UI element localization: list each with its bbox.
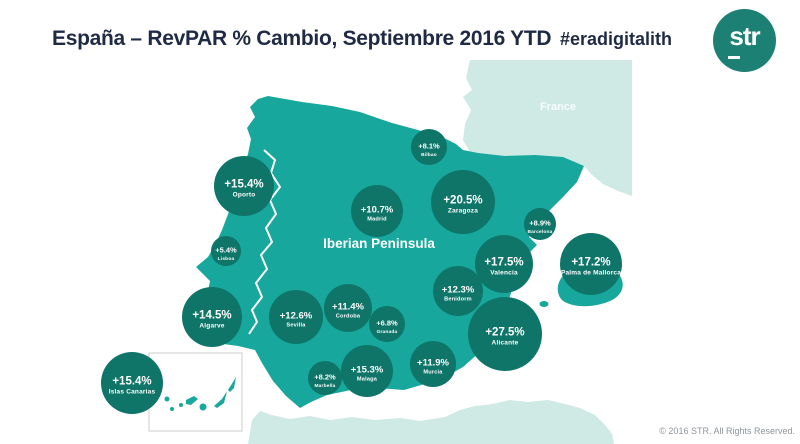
bubble-city: Algarve bbox=[199, 323, 224, 330]
bubble-city: Alicante bbox=[492, 340, 519, 347]
bubbles-layer: +15.4%Oporto+5.4%Lisboa+14.5%Algarve+15.… bbox=[101, 129, 622, 414]
bubble-circle bbox=[211, 236, 241, 266]
bubble-algarve: +14.5%Algarve bbox=[182, 287, 242, 347]
bubble-value: +27.5% bbox=[485, 327, 524, 339]
bubble-circle bbox=[351, 185, 403, 237]
canary-islands bbox=[164, 377, 236, 411]
bubble-circle bbox=[475, 235, 533, 293]
bubble-city: Zaragoza bbox=[448, 208, 478, 215]
bubble-city: Sevilla bbox=[286, 323, 306, 329]
bubble-circle bbox=[468, 297, 542, 371]
bubble-city: Murcia bbox=[423, 370, 443, 376]
bubble-circle bbox=[560, 233, 622, 295]
ibiza-island bbox=[539, 301, 549, 307]
bubble-circle bbox=[269, 290, 323, 344]
bubble-value: +17.2% bbox=[571, 257, 610, 269]
bubble-city: Bilbao bbox=[421, 152, 437, 158]
bubble-city: Cordoba bbox=[336, 314, 361, 320]
bubble-value: +8.1% bbox=[418, 142, 440, 151]
iberian-peninsula-label: Iberian Peninsula bbox=[323, 236, 435, 251]
bubble-palma-de-mallorca: +17.2%Palma de Mallorca bbox=[560, 233, 622, 295]
france-label: France bbox=[540, 101, 576, 113]
africa-shape bbox=[248, 400, 614, 444]
bubble-barcelona: +8.9%Barcelona bbox=[524, 208, 556, 240]
bubble-circle bbox=[411, 129, 447, 165]
bubble-circle bbox=[182, 287, 242, 347]
bubble-granada: +6.8%Granada bbox=[369, 306, 405, 342]
bubble-circle bbox=[410, 341, 456, 387]
bubble-malaga: +15.3%Malaga bbox=[341, 345, 393, 397]
bubble-zaragoza: +20.5%Zaragoza bbox=[431, 170, 495, 234]
bubble-benidorm: +12.3%Benidorm bbox=[433, 266, 483, 316]
canary-inset-box bbox=[148, 352, 243, 432]
bubble-city: Valencia bbox=[490, 270, 518, 277]
str-logo: str bbox=[713, 9, 776, 72]
bubble-madrid: +10.7%Madrid bbox=[351, 185, 403, 237]
bubble-murcia: +11.9%Murcia bbox=[410, 341, 456, 387]
bubble-islas-canarias: +15.4%Islas Canarias bbox=[101, 352, 163, 414]
bubble-value: +15.4% bbox=[112, 376, 151, 388]
bubble-circle bbox=[324, 284, 372, 332]
bubble-value: +5.4% bbox=[215, 246, 237, 255]
bubble-value: +11.9% bbox=[417, 358, 450, 369]
bubble-city: Madrid bbox=[367, 217, 387, 223]
str-logo-underline bbox=[728, 56, 740, 59]
portugal-spain-border bbox=[248, 149, 281, 335]
bubble-value: +15.4% bbox=[224, 179, 263, 191]
page-title: España – RevPAR % Cambio, Septiembre 201… bbox=[52, 27, 552, 50]
bubble-circle bbox=[524, 208, 556, 240]
bubble-value: +11.4% bbox=[332, 302, 365, 313]
bubble-value: +14.5% bbox=[192, 310, 231, 322]
copyright-text: © 2016 STR. All Rights Reserved. bbox=[659, 426, 795, 436]
bubble-city: Palma de Mallorca bbox=[561, 270, 621, 277]
bubble-city: Benidorm bbox=[444, 297, 472, 303]
hashtag-label: #eradigitalith bbox=[560, 29, 673, 49]
bubble-city: Islas Canarias bbox=[109, 389, 156, 396]
bubble-value: +20.5% bbox=[443, 195, 482, 207]
bubble-valencia: +17.5%Valencia bbox=[475, 235, 533, 293]
bubble-circle bbox=[369, 306, 405, 342]
bubble-value: +8.2% bbox=[314, 373, 336, 382]
bubble-lisboa: +5.4%Lisboa bbox=[211, 236, 241, 266]
bubble-circle bbox=[214, 156, 274, 216]
bubble-circle bbox=[308, 361, 342, 395]
bubble-circle bbox=[433, 266, 483, 316]
bubble-value: +15.3% bbox=[351, 365, 384, 376]
bubble-alicante: +27.5%Alicante bbox=[468, 297, 542, 371]
bubble-value: +6.8% bbox=[376, 319, 398, 328]
bubble-city: Lisboa bbox=[218, 256, 235, 262]
bubble-bilbao: +8.1%Bilbao bbox=[411, 129, 447, 165]
str-logo-text: str bbox=[729, 21, 760, 51]
bubble-circle bbox=[341, 345, 393, 397]
bubble-city: Granada bbox=[377, 329, 398, 335]
bubble-city: Oporto bbox=[233, 192, 256, 199]
bubble-sevilla: +12.6%Sevilla bbox=[269, 290, 323, 344]
bubble-oporto: +15.4%Oporto bbox=[214, 156, 274, 216]
bubble-value: +17.5% bbox=[484, 257, 523, 269]
bubble-circle bbox=[431, 170, 495, 234]
bubble-marbella: +8.2%Marbella bbox=[308, 361, 342, 395]
bubble-value: +12.3% bbox=[442, 285, 475, 296]
bubble-city: Malaga bbox=[357, 377, 378, 383]
bubble-cordoba: +11.4%Cordoba bbox=[324, 284, 372, 332]
bubble-value: +8.9% bbox=[529, 219, 551, 228]
bubble-value: +12.6% bbox=[280, 311, 313, 322]
bubble-city: Barcelona bbox=[528, 229, 553, 235]
bubble-city: Marbella bbox=[314, 383, 335, 389]
bubble-value: +10.7% bbox=[361, 205, 394, 216]
bubble-circle bbox=[101, 352, 163, 414]
